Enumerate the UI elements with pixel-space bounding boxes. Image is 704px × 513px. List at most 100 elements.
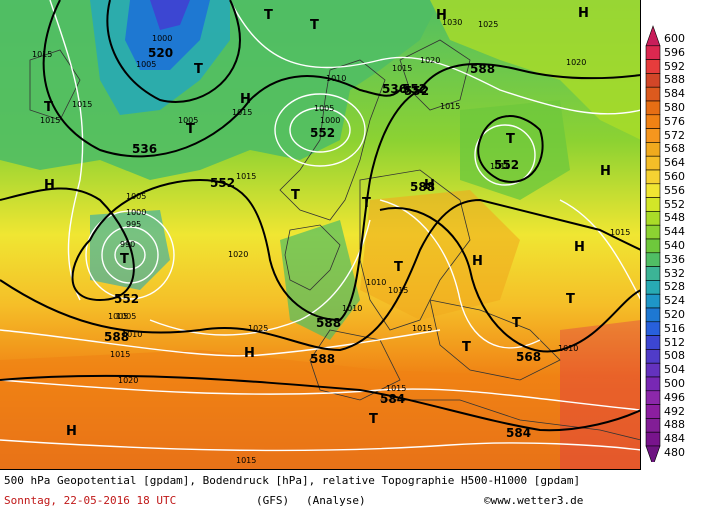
isobar-label: 1010 (366, 278, 387, 287)
legend-swatch (645, 86, 661, 102)
legend-swatch (645, 418, 661, 433)
isobar-label: 1010 (326, 74, 347, 83)
isobar-label: 1000 (152, 34, 173, 43)
legend-value: 588 (664, 73, 685, 87)
geopotential-label: 588 (310, 352, 336, 366)
low-pressure-label: T (369, 412, 378, 427)
isobar-label: 1020 (228, 250, 249, 259)
low-pressure-label: T (394, 260, 403, 275)
geopotential-label: 552 (210, 176, 236, 190)
legend-value: 548 (664, 211, 685, 225)
geopotential-label: 588 (316, 316, 342, 330)
isobar-label: 1030 (442, 18, 463, 27)
legend-swatch (645, 293, 661, 309)
weather-map: T T T T T T T T T T T T T T H H H H H H H H H H 520 536 552 552 536 5… (0, 0, 641, 470)
isobar-label: 1010 (558, 344, 579, 353)
colour-legend: 600 596 592 588 584 580 576 572 568 564 560 556 552 5… (643, 22, 704, 467)
legend-value: 596 (664, 45, 685, 59)
high-pressure-label: H (472, 254, 483, 269)
low-pressure-label: T (291, 188, 300, 203)
legend-swatch (645, 183, 661, 198)
legend-value: 516 (664, 321, 685, 335)
map-footer: 500 hPa Geopotential [gpdam], Bodendruck… (0, 470, 641, 513)
geopotential-label: 568 (516, 350, 542, 364)
low-pressure-label: T (462, 340, 471, 355)
isobar-label: 1015 (388, 286, 409, 295)
low-pressure-label: T (566, 292, 575, 307)
geopotential-label: 520 (148, 46, 174, 60)
geopotential-label: 536 (132, 142, 158, 156)
low-pressure-label: T (44, 100, 53, 115)
geopotential-label: 552 (404, 84, 430, 98)
legend-value: 552 (664, 197, 685, 211)
legend-swatch (645, 321, 661, 336)
legend-value: 584 (664, 87, 685, 101)
high-pressure-label: H (578, 6, 589, 21)
isobar-label: 1015 (236, 172, 257, 181)
low-pressure-label: T (120, 252, 129, 267)
legend-value: 568 (664, 142, 685, 156)
legend-value: 556 (664, 183, 685, 197)
legend-swatch (645, 169, 661, 185)
isobar-label: 1015 (236, 456, 257, 465)
legend-value: 512 (664, 335, 685, 349)
legend-swatch (645, 45, 661, 60)
isobar-label: 1005 (126, 192, 147, 201)
model-label: (GFS) (256, 494, 290, 507)
legend-swatch (645, 224, 661, 240)
geopotential-label: 536 (382, 82, 408, 96)
legend-value: 504 (664, 363, 685, 377)
legend-value: 540 (664, 239, 685, 252)
isobar-label: 1015 (386, 384, 407, 393)
legend-swatch (645, 362, 661, 378)
legend-value: 520 (664, 308, 685, 321)
legend-value: 492 (664, 404, 685, 418)
isobar-label: 1015 (232, 108, 253, 117)
legend-value: 564 (664, 156, 685, 170)
legend-swatch (645, 142, 661, 157)
isobar-label: 1005 (136, 60, 157, 69)
high-pressure-label: H (240, 92, 251, 107)
pressure-isobars (0, 0, 641, 450)
isobar-label: 1020 (118, 376, 139, 385)
low-pressure-label: T (186, 122, 195, 137)
legend-swatch (645, 211, 661, 226)
legend-value: 524 (664, 294, 685, 308)
geopotential-label: 588 (104, 330, 130, 344)
legend-value: 544 (664, 225, 685, 239)
legend-swatch (645, 128, 661, 143)
legend-swatch (645, 431, 661, 447)
colour-field (0, 0, 640, 469)
legend-swatch (645, 349, 661, 364)
isobar-label: 1015 (412, 324, 433, 333)
geopotential-label: 552 (402, 82, 428, 96)
isobar-label: 1015 (110, 350, 131, 359)
isobar-label: 1025 (248, 324, 269, 333)
isobar-label: 1000 (126, 208, 147, 217)
credit-link[interactable]: ©www.wetter3.de (484, 494, 584, 507)
legend-swatch (645, 238, 661, 254)
legend-swatch (645, 280, 661, 295)
map-caption: 500 hPa Geopotential [gpdam], Bodendruck… (4, 474, 581, 487)
legend-value: 500 (664, 377, 685, 390)
isobar-label: 1020 (420, 56, 441, 65)
isobar-label: 1015 (40, 116, 61, 125)
geopotential-label: 552 (310, 126, 336, 140)
low-pressure-label: T (310, 18, 319, 33)
isobar-label: 1010 (342, 304, 363, 313)
legend-swatch (645, 390, 661, 405)
legend-swatch (645, 73, 661, 88)
geopotential-contours (0, 0, 640, 432)
legend-value: 496 (664, 390, 685, 404)
legend-swatch (645, 59, 661, 74)
high-pressure-label: H (574, 240, 585, 255)
isobar-label: 1000 (320, 116, 341, 125)
legend-value: 560 (664, 170, 685, 183)
legend-value: 576 (664, 114, 685, 128)
isobar-label: 1010 (490, 162, 511, 171)
legend-swatch (645, 266, 661, 281)
geopotential-label: 588 (470, 62, 496, 76)
geopotential-label: 584 (380, 392, 406, 406)
map-canvas (0, 0, 641, 469)
low-pressure-label: T (264, 8, 273, 23)
